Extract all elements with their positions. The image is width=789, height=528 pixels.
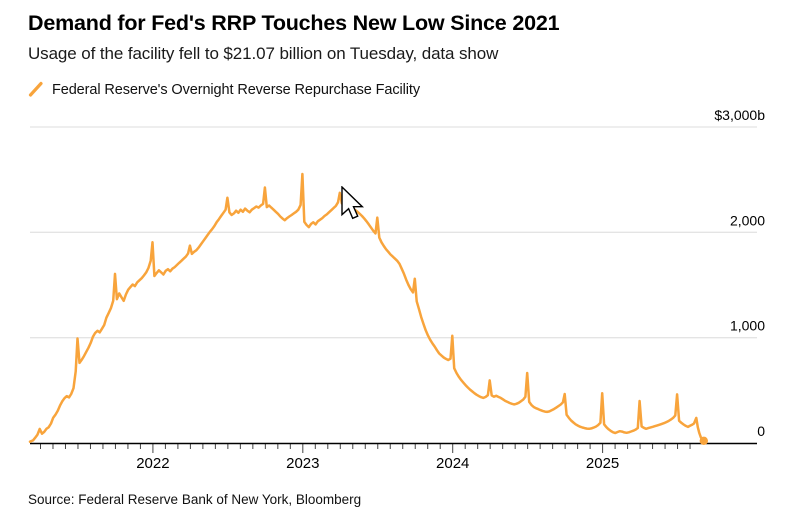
y-axis-label: 2,000 (730, 212, 765, 228)
legend-label: Federal Reserve's Overnight Reverse Repu… (52, 81, 420, 98)
x-axis-label: 2025 (586, 455, 619, 472)
y-axis-label: 0 (757, 423, 765, 439)
source-note: Source: Federal Reserve Bank of New York… (28, 492, 362, 507)
rrp-series-line (28, 172, 706, 443)
chart-title: Demand for Fed's RRP Touches New Low Sin… (28, 11, 560, 35)
chart-subtitle: Usage of the facility fell to $21.07 bil… (28, 44, 499, 63)
legend-line-icon (28, 81, 43, 97)
legend: Federal Reserve's Overnight Reverse Repu… (28, 81, 420, 98)
y-axis-label: $3,000b (714, 107, 765, 123)
x-axis-label: 2023 (286, 455, 319, 472)
series-end-dot (699, 436, 708, 445)
y-axis-label: 1,000 (730, 318, 765, 334)
x-axis-label: 2024 (436, 455, 469, 472)
x-axis-label: 2022 (136, 455, 169, 472)
